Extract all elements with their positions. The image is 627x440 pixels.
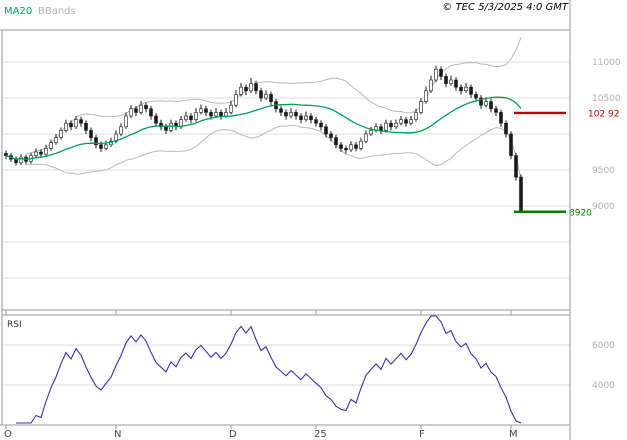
bollinger-bands [25, 37, 522, 180]
svg-text:10500: 10500 [592, 94, 621, 104]
rsi-gridlines [2, 344, 570, 386]
svg-text:F: F [419, 429, 425, 440]
svg-text:8920: 8920 [569, 208, 592, 218]
svg-text:D: D [229, 429, 237, 440]
ma20-legend-label: MA20 [4, 6, 33, 17]
svg-text:9500: 9500 [592, 166, 615, 176]
candlesticks [4, 65, 523, 214]
chart-header: MA20 BBands © TEC 5/3/2025 4:0 GMT [0, 0, 627, 30]
svg-text:25: 25 [314, 429, 327, 440]
rsi-panel-label: RSI [7, 320, 22, 330]
svg-text:4000: 4000 [592, 381, 615, 391]
svg-text:102 92: 102 92 [588, 109, 620, 119]
rsi-line [16, 315, 522, 424]
rsi-axis-labels: 6000 4000 [592, 341, 615, 391]
timestamp-label: © TEC 5/3/2025 4:0 GMT [442, 2, 568, 13]
price-gridlines [2, 61, 570, 279]
svg-text:6000: 6000 [592, 341, 615, 351]
price-axis-labels: 11000 10500 9500 9000 [592, 58, 621, 212]
chart-frame [0, 0, 571, 440]
ma20-line [5, 96, 522, 160]
svg-text:M: M [509, 429, 518, 440]
svg-text:N: N [114, 429, 121, 440]
svg-text:9000: 9000 [592, 202, 615, 212]
bbands-legend-label: BBands [38, 6, 76, 17]
support-level: 8920 [514, 208, 592, 218]
resistance-level: 102 92 [514, 109, 620, 119]
svg-text:11000: 11000 [592, 58, 621, 68]
time-axis: O N D 25 F M [4, 310, 518, 440]
svg-text:O: O [4, 429, 12, 440]
